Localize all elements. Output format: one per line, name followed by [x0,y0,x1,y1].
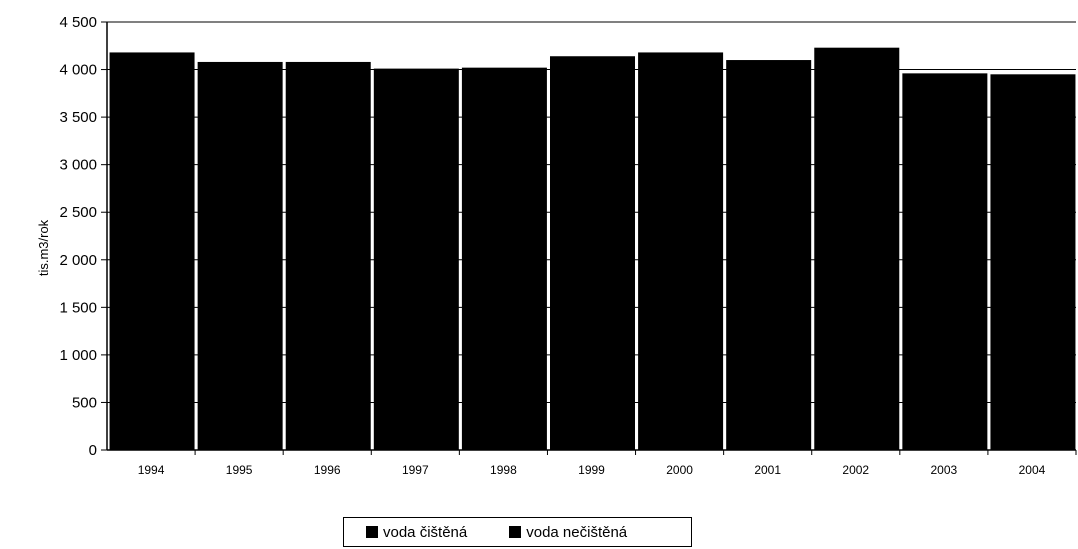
y-tick-label-4500: 4 500 [59,14,97,31]
y-tick-label-1500: 1 500 [59,299,97,316]
y-tick-label-3500: 3 500 [59,109,97,126]
legend-label-voda-necistena: voda nečištěná [526,523,628,541]
x-tick-labels: 1994 1995 1996 1997 1998 1999 2000 2001 2002 2003… [138,463,1046,477]
bar-2003-series-1 [902,73,988,451]
bar-1995-series-1 [197,61,283,451]
x-tick-label-1997: 1997 [402,463,429,477]
bar-2001-series-1 [726,60,812,451]
bar-1994-series-1 [109,52,195,451]
x-tick-label-1995: 1995 [226,463,253,477]
bar-2004-series-1 [990,74,1076,451]
x-tick-label-1994: 1994 [138,463,165,477]
bar-1997-series-1 [373,68,459,451]
bars [109,47,1076,451]
y-tick-labels: 0 500 1 000 1 500 2 000 2 500 3 000 3 500 4 000 4… [59,14,97,459]
y-tick-label-500: 500 [72,394,97,411]
x-tick-label-2000: 2000 [666,463,693,477]
x-tick-label-2001: 2001 [754,463,781,477]
y-axis-label: tis.m3/rok [36,219,51,276]
axes [101,21,1077,455]
bar-1998-series-1 [461,67,547,451]
bar-1999-series-1 [549,56,636,451]
legend-item-voda-cistena: voda čištěná [366,524,467,541]
legend-label-voda-cistena: voda čištěná [383,523,468,541]
x-tick-label-1999: 1999 [578,463,605,477]
x-tick-label-2002: 2002 [842,463,869,477]
y-tick-label-4000: 4 000 [59,62,97,79]
legend-swatch-voda-cistena [366,526,378,538]
y-tick-label-2000: 2 000 [59,252,97,269]
bar-1996-series-1 [285,61,371,451]
bar-2000-series-1 [638,52,724,451]
y-tick-label-1000: 1 000 [59,347,97,364]
y-tick-label-2500: 2 500 [59,204,97,221]
x-tick-label-2003: 2003 [931,463,958,477]
bar-2002-series-1 [814,47,900,451]
x-tick-label-1996: 1996 [314,463,341,477]
legend-item-voda-necistena: voda nečištěná [509,524,627,541]
x-tick-label-1998: 1998 [490,463,517,477]
y-tick-label-0: 0 [89,442,97,459]
y-tick-label-3000: 3 000 [59,157,97,174]
x-tick-label-2004: 2004 [1019,463,1046,477]
legend: voda čištěná voda nečištěná [343,517,692,547]
legend-swatch-voda-necistena [509,526,522,538]
